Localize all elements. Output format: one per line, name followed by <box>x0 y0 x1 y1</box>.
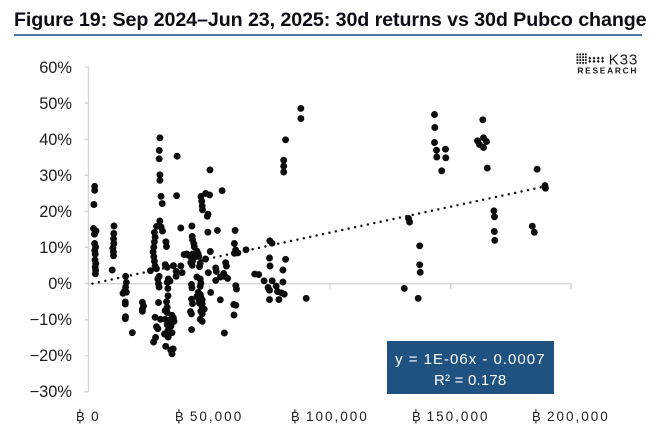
svg-text:B: B <box>291 409 300 424</box>
svg-text:B: B <box>412 409 421 424</box>
svg-text:B: B <box>532 409 541 424</box>
svg-text:B: B <box>76 409 85 424</box>
svg-text:B: B <box>175 409 184 424</box>
svg-text:RESEARCH: RESEARCH <box>577 66 638 76</box>
svg-text:K33: K33 <box>609 51 639 68</box>
